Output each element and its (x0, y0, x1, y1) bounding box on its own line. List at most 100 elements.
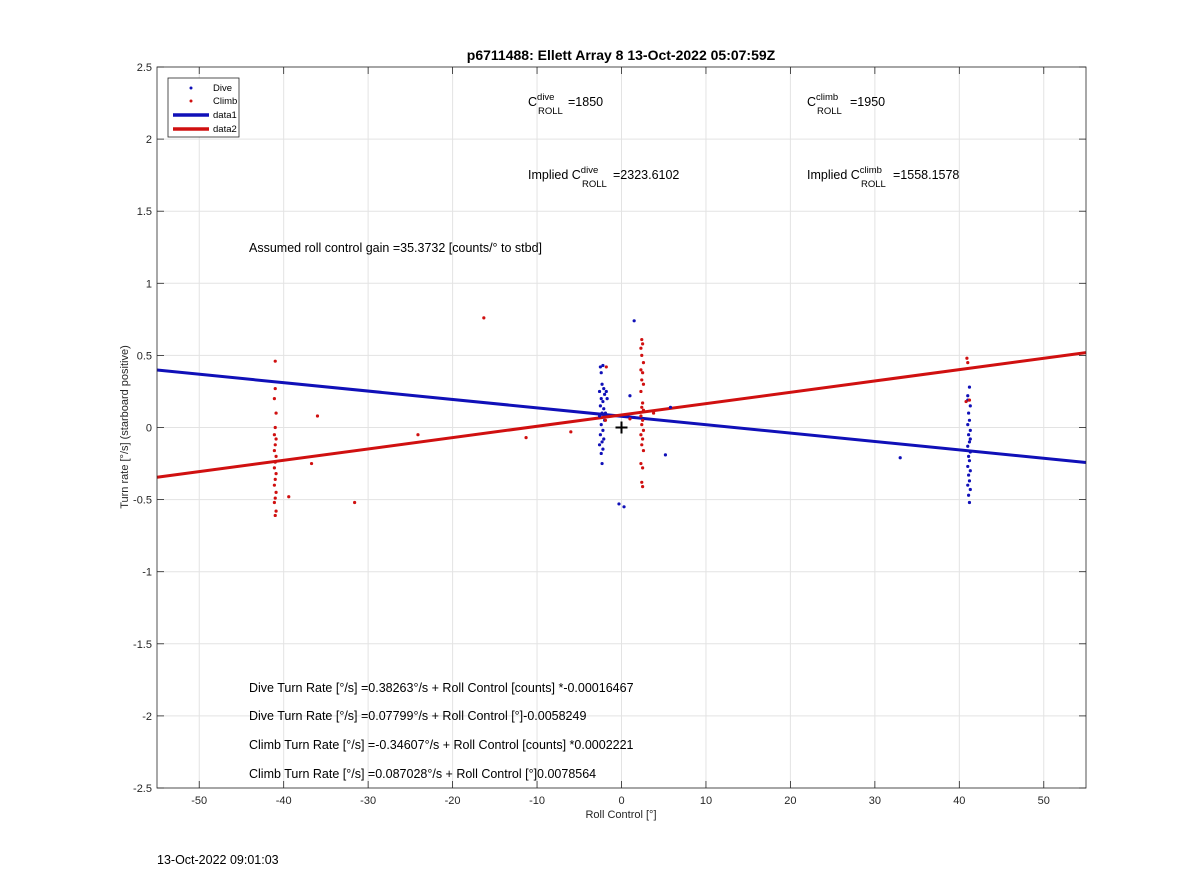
x-axis-label: Roll Control [°] (585, 809, 656, 821)
dive-point (967, 418, 972, 422)
climb-point (640, 405, 644, 409)
x-tick-label: 0 (618, 795, 624, 807)
climb-point (274, 437, 278, 441)
climb-point (569, 430, 573, 434)
climb-point (272, 483, 276, 487)
dive-point (968, 404, 972, 408)
dive-point (968, 487, 972, 492)
climb-point (273, 443, 277, 447)
dive-point (967, 440, 972, 444)
climb-point (273, 386, 277, 391)
y-tick-label: 1 (146, 278, 152, 290)
climb-point (272, 500, 276, 505)
dive-point (968, 437, 972, 441)
dive-point (601, 447, 605, 451)
dive-point (663, 453, 668, 457)
climb-point (641, 448, 646, 453)
dive-point (598, 365, 602, 369)
climb-point (273, 496, 277, 500)
legend-dive-label: Dive (213, 83, 232, 94)
dive-point (599, 397, 603, 401)
dive-point (967, 385, 972, 389)
x-tick-label: -30 (360, 795, 376, 807)
dive-point (601, 399, 605, 404)
print-timestamp: 13-Oct-2022 09:01:03 (157, 853, 279, 867)
climb-point (272, 433, 276, 437)
climb-point (274, 509, 278, 513)
fit-dive-degrees: Dive Turn Rate [°/s] =0.07799°/s + Roll … (249, 709, 586, 723)
dive-point (967, 500, 972, 505)
y-tick-label: -2.5 (133, 783, 152, 795)
climb-point (628, 417, 632, 421)
climb-point (641, 418, 645, 422)
y-tick-label: 1.5 (137, 206, 152, 218)
dive-point (632, 319, 636, 323)
dive-point (605, 397, 609, 401)
climb-point (639, 389, 643, 394)
dive-point (966, 483, 970, 487)
climb-point (272, 397, 276, 401)
dive-point (597, 389, 602, 394)
x-tick-label: 20 (784, 795, 796, 807)
y-tick-label: -1 (142, 567, 152, 579)
fit-climb-degrees: Climb Turn Rate [°/s] =0.087028°/s + Rol… (249, 767, 596, 781)
x-tick-label: -20 (445, 795, 461, 807)
dive-point (602, 386, 606, 391)
climb-point (640, 443, 644, 447)
dive-point (597, 443, 602, 447)
legend-box (167, 77, 240, 138)
dive-point (968, 450, 972, 454)
y-tick-label: -2 (142, 711, 152, 723)
dive-point (600, 411, 604, 415)
dive-point (967, 433, 971, 437)
y-tick-label: 2.5 (137, 62, 152, 74)
climb-point (640, 353, 644, 357)
dive-point (628, 394, 632, 398)
dive-point (599, 371, 603, 375)
climb-point (273, 513, 277, 518)
climb-point (274, 411, 278, 415)
climb-point (640, 423, 644, 427)
climb-point (641, 408, 646, 412)
climb-point (273, 477, 277, 482)
climb-point (641, 466, 645, 470)
tick-labels: -50 -40 -30 -20 -10 0 10 20 30 40 50-2.5-2-1.5-1-0… (133, 62, 1050, 807)
dive-point (598, 404, 602, 408)
legend: Dive Climb data1 data2 (167, 77, 240, 138)
dive-point (602, 407, 606, 411)
legend-data2-label: data2 (213, 124, 237, 135)
climb-point (353, 500, 357, 505)
legend-data1-label: data1 (213, 110, 237, 121)
climb-point (640, 480, 644, 484)
dive-point (966, 444, 970, 448)
dive-point (600, 382, 604, 386)
climb-point (967, 398, 972, 402)
climb-point (966, 361, 970, 365)
climb-point (639, 433, 643, 437)
climb-point (641, 401, 645, 405)
x-tick-label: 50 (1038, 795, 1050, 807)
dive-point (968, 428, 972, 432)
climb-point (604, 365, 608, 369)
climb-point (274, 454, 278, 458)
dive-point (602, 437, 606, 441)
legend-climb-label: Climb (213, 96, 237, 107)
climb-point (524, 435, 528, 440)
climb-point (639, 368, 643, 372)
climb-point (640, 378, 644, 382)
climb-point (315, 414, 320, 418)
climb-point (639, 346, 643, 350)
y-tick-label: -0.5 (133, 495, 152, 507)
fit-dive-counts: Dive Turn Rate [°/s] =0.38263°/s + Roll … (249, 681, 634, 695)
x-tick-label: -10 (529, 795, 545, 807)
implied-c-roll-dive-annotation: Implied Cdive ROLL=2323.6102 (528, 165, 679, 190)
dive-point (966, 394, 970, 398)
climb-point (273, 359, 277, 363)
y-tick-label: -1.5 (133, 639, 152, 651)
climb-point (639, 461, 643, 466)
legend-dive-marker (189, 86, 193, 90)
dive-point (967, 454, 971, 458)
c-roll-dive-annotation: Cdive ROLL=1850 (528, 92, 603, 117)
roll-gain-annotation: Assumed roll control gain =35.3732 [coun… (249, 241, 542, 255)
